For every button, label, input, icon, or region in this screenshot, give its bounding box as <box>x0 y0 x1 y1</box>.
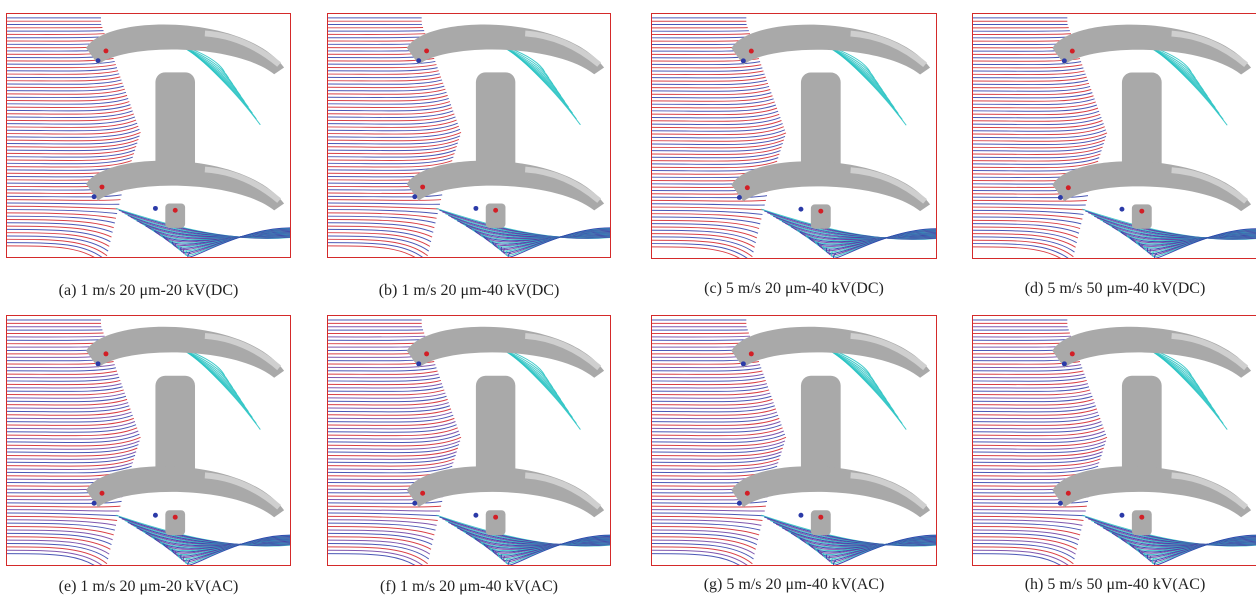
particle-trajectories <box>652 319 936 565</box>
insulator-shape <box>86 24 285 228</box>
insulator-shape <box>731 24 931 229</box>
deposition-points <box>736 351 824 520</box>
simulation-panel-f <box>327 315 611 566</box>
deposition-points <box>412 351 499 520</box>
simulation-panel-c <box>651 13 937 259</box>
trajectory-plot-a <box>7 17 290 257</box>
trajectory-plot-b <box>328 17 610 257</box>
insulator-shape <box>1052 24 1252 229</box>
caption-d: (d) 5 m/s 50 μm-40 kV(DC) <box>1024 280 1206 297</box>
particle-trajectories <box>7 319 290 565</box>
caption-f: (f) 1 m/s 20 μm-40 kV(AC) <box>380 578 558 595</box>
particle-trajectories <box>973 17 1256 258</box>
insulator-shape <box>1052 326 1252 536</box>
deposition-points <box>1057 351 1145 520</box>
insulator-shape <box>406 24 605 228</box>
insulator-shape <box>731 326 931 536</box>
simulation-panel-g <box>651 315 937 566</box>
trajectory-plot-g <box>652 319 936 565</box>
simulation-panel-h <box>972 315 1256 566</box>
particle-trajectories <box>7 17 290 257</box>
caption-b: (b) 1 m/s 20 μm-40 kV(DC) <box>378 282 560 299</box>
caption-g: (g) 5 m/s 20 μm-40 kV(AC) <box>703 576 885 593</box>
particle-trajectories <box>328 17 610 257</box>
deposition-points <box>1057 48 1145 214</box>
particle-trajectories <box>328 319 610 565</box>
simulation-panel-a <box>6 13 291 258</box>
insulator-shape <box>406 326 605 536</box>
deposition-points <box>736 48 824 214</box>
trajectory-plot-d <box>973 17 1256 258</box>
deposition-points <box>412 48 499 213</box>
trajectory-plot-c <box>652 17 936 258</box>
simulation-panel-e <box>6 315 291 566</box>
caption-e: (e) 1 m/s 20 μm-20 kV(AC) <box>58 578 239 595</box>
simulation-panel-d <box>972 13 1256 259</box>
caption-h: (h) 5 m/s 50 μm-40 kV(AC) <box>1024 576 1206 593</box>
trajectory-plot-h <box>973 319 1256 565</box>
simulation-panel-b <box>327 13 611 258</box>
particle-trajectories <box>652 17 936 258</box>
trajectory-plot-e <box>7 319 290 565</box>
caption-c: (c) 5 m/s 20 μm-40 kV(DC) <box>704 280 884 297</box>
caption-a: (a) 1 m/s 20 μm-20 kV(DC) <box>58 282 239 299</box>
trajectory-plot-f <box>328 319 610 565</box>
insulator-shape <box>86 326 285 536</box>
deposition-points <box>91 351 178 520</box>
deposition-points <box>91 48 178 213</box>
